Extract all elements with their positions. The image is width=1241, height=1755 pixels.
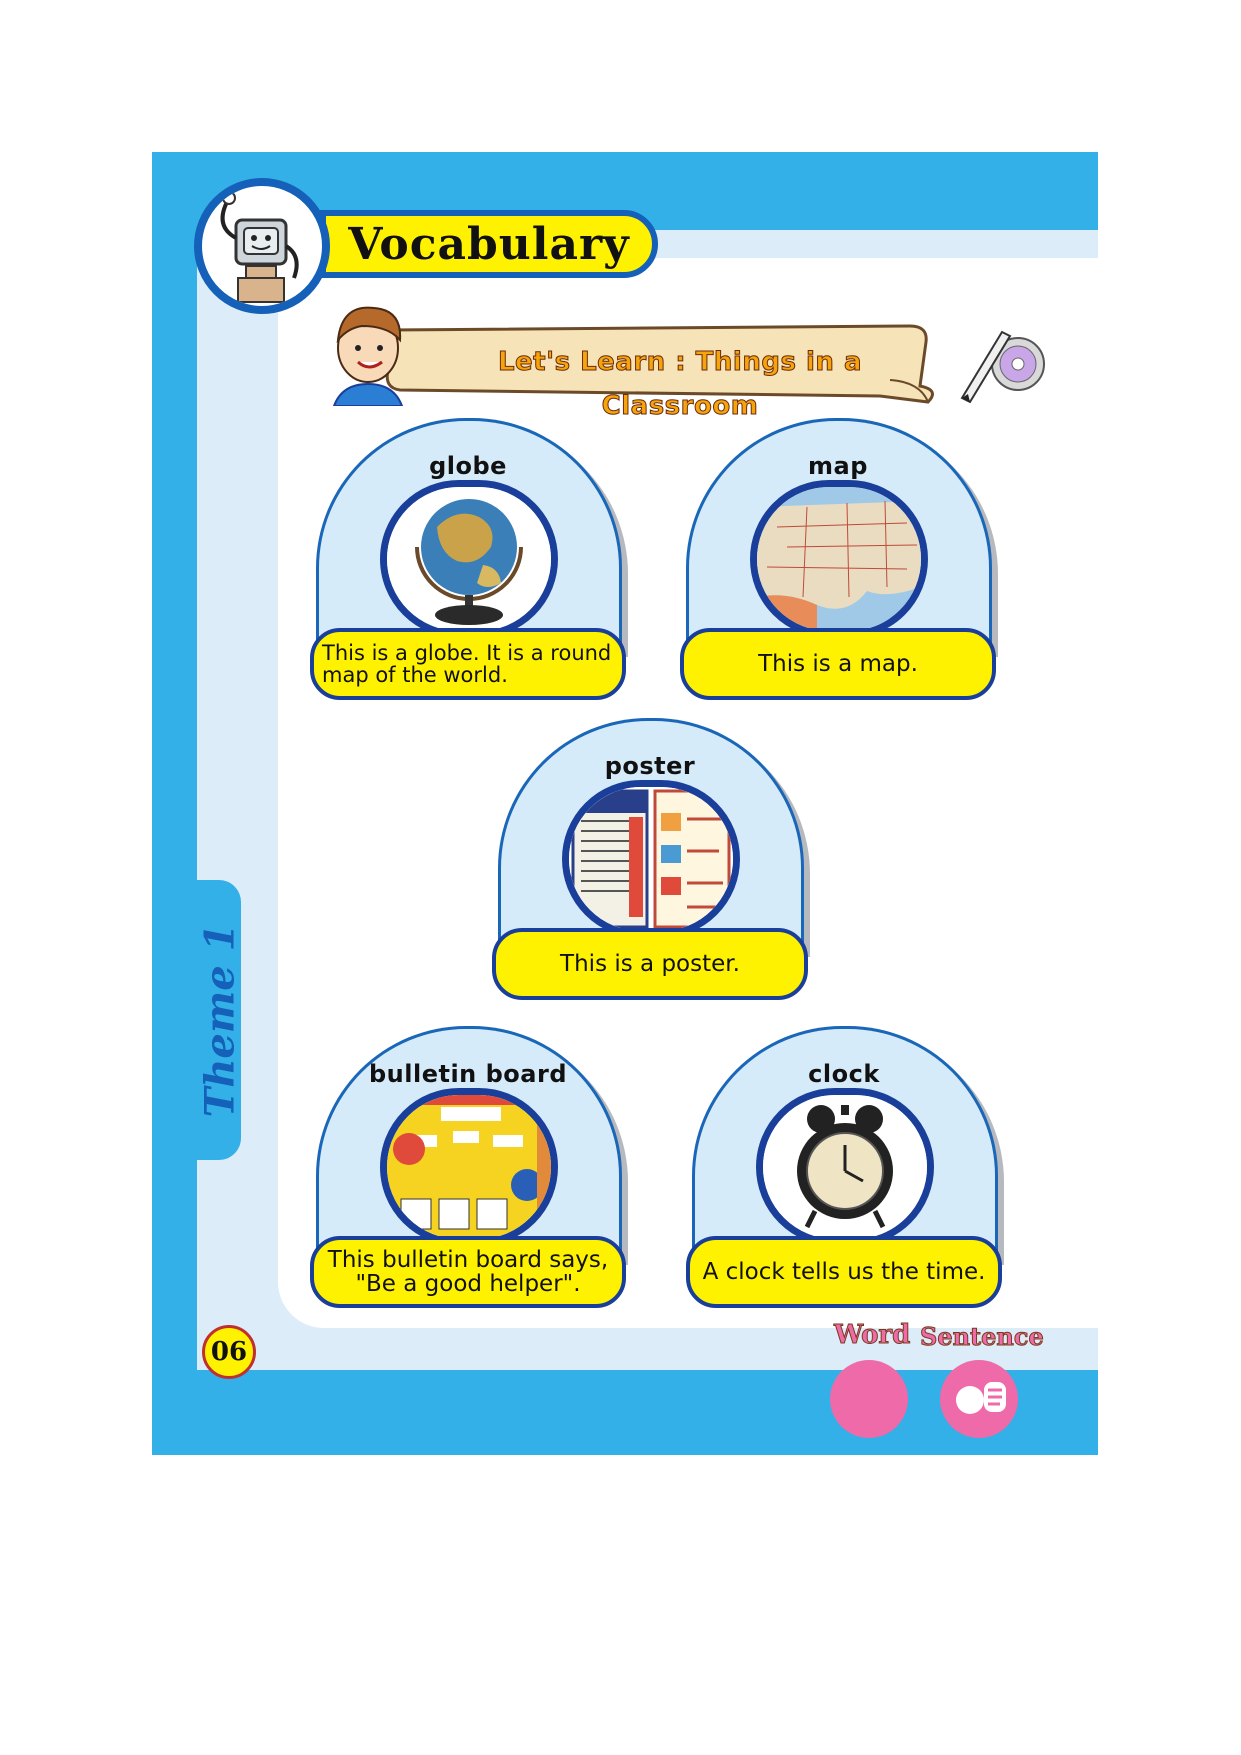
card-word: globe <box>429 452 507 480</box>
vocab-card-clock: clock A clock tells us the time. <box>686 1026 1002 1318</box>
theme-tab-label: Theme 1 <box>196 923 244 1117</box>
card-caption: This is a map. <box>680 628 996 700</box>
map-photo <box>750 480 928 638</box>
sentence-icon-label: Sentence <box>920 1322 1045 1352</box>
card-word: bulletin board <box>368 1060 567 1088</box>
poster-photo <box>562 780 740 938</box>
globe-photo <box>380 480 558 638</box>
page-number: 06 <box>202 1325 256 1379</box>
lesson-subtitle: Let's Learn : Things in a Classroom <box>497 347 863 422</box>
word-icon-label: Word <box>833 1320 911 1351</box>
reading-pen-cd-icon <box>960 330 1045 404</box>
vocab-card-globe: globe This is a globe. It is a round map… <box>310 418 626 710</box>
vocab-card-map: map This is a map. <box>680 418 996 710</box>
word-icon[interactable] <box>830 1360 908 1438</box>
card-word: map <box>808 452 868 480</box>
boy-mascot-icon <box>332 306 404 406</box>
sentence-icon[interactable] <box>940 1360 1018 1438</box>
alarm-clock-photo <box>756 1088 934 1246</box>
theme-tab <box>197 880 241 1160</box>
card-caption: A clock tells us the time. <box>686 1236 1002 1308</box>
vocabulary-banner: Vocabulary <box>320 210 658 278</box>
vocab-card-poster: poster This is a poster. <box>492 718 808 1010</box>
card-caption: This is a globe. It is a round map of th… <box>310 628 626 700</box>
page-title: Vocabulary <box>348 218 630 270</box>
vocab-card-bulletin-board: bulletin board This bulletin board says,… <box>310 1026 626 1318</box>
scroll-banner <box>385 324 934 404</box>
card-word: poster <box>604 752 696 780</box>
card-caption: This is a poster. <box>492 928 808 1000</box>
bulletin-board-photo <box>380 1088 558 1246</box>
robot-mascot-icon <box>194 178 330 314</box>
card-caption: This bulletin board says, "Be a good hel… <box>310 1236 626 1308</box>
card-word: clock <box>808 1060 880 1088</box>
